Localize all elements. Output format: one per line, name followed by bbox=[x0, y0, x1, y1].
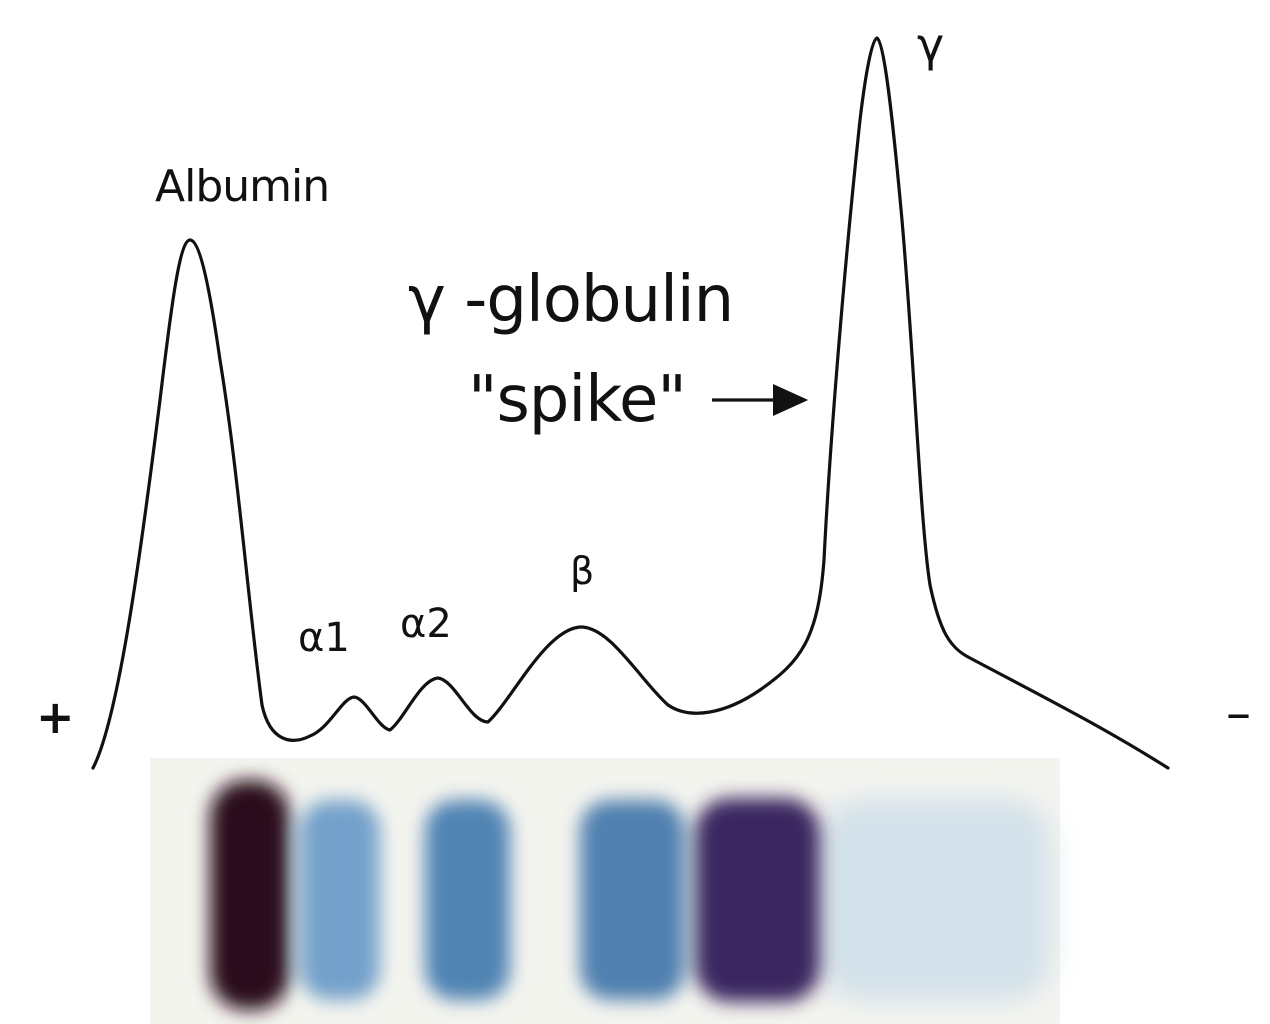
gamma-globulin-label: γ -globulin bbox=[408, 263, 734, 337]
alpha2-label: α2 bbox=[400, 601, 452, 647]
alpha1-band bbox=[300, 800, 380, 1000]
gamma-band bbox=[695, 798, 820, 1002]
gel-strip bbox=[150, 758, 1060, 1024]
beta-band bbox=[580, 800, 685, 1000]
gamma-label: γ bbox=[917, 18, 945, 72]
anode-label: + bbox=[36, 690, 75, 744]
albumin-label: Albumin bbox=[155, 161, 330, 212]
densitometry-curve bbox=[91, 36, 1170, 770]
cathode-label: – bbox=[1226, 684, 1251, 742]
beta-label: β bbox=[570, 549, 595, 593]
gamma-tail-band bbox=[820, 800, 1050, 1000]
alpha2-band bbox=[425, 800, 510, 1000]
albumin-band bbox=[210, 780, 290, 1010]
spike-label: "spike" bbox=[468, 363, 687, 437]
alpha1-label: α1 bbox=[298, 615, 350, 661]
